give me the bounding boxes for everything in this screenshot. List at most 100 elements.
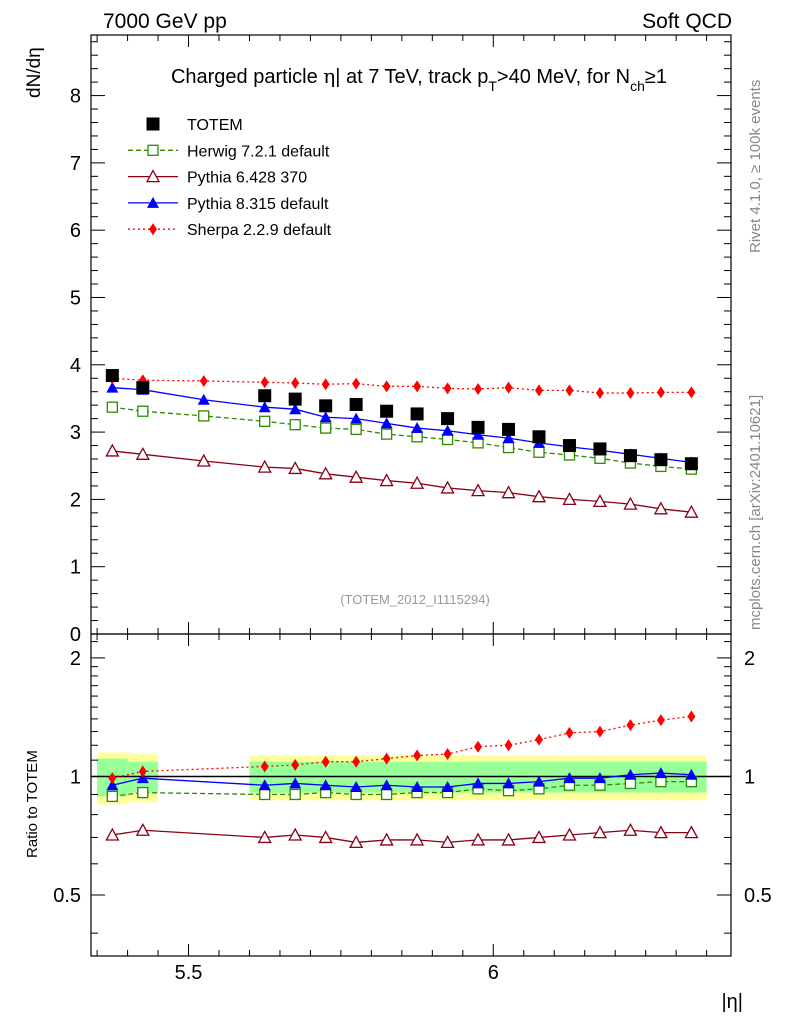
main-point-pythia-6-428-370: [257, 459, 272, 473]
mcplots-label: mcplots.cern.ch [arXiv:2401.10621]: [747, 395, 764, 630]
y-tick-label-main: 0: [70, 624, 81, 646]
ratio-point-pythia-8-315-default: [563, 772, 576, 784]
y-tick-label-ratio: 1: [70, 766, 81, 788]
y-axis-label-main: dN/dη: [24, 47, 45, 98]
ratio-point-herwig-7-2-1-default: [137, 786, 149, 799]
main-point-pythia-6-428-370: [349, 469, 364, 483]
main-point-sherpa-2-2-9-default: [382, 380, 391, 393]
ratio-point-pythia-8-315-default: [258, 779, 271, 791]
ratio-point-pythia-8-315-default: [411, 781, 424, 793]
ratio-point-pythia-8-315-default: [106, 779, 119, 791]
y-tick-label-main: 8: [70, 86, 81, 108]
main-point-totem: [380, 404, 394, 418]
ratio-point-herwig-7-2-1-default: [655, 776, 667, 788]
main-point-totem: [471, 420, 485, 434]
main-point-totem: [319, 399, 333, 413]
main-point-totem: [654, 453, 668, 467]
ratio-point-pythia-6-428-370: [318, 830, 333, 844]
main-point-totem: [562, 439, 576, 453]
main-point-totem: [623, 449, 637, 463]
ratio-point-pythia-8-315-default: [593, 772, 606, 784]
ratio-point-sherpa-2-2-9-default: [413, 749, 422, 762]
ratio-point-sherpa-2-2-9-default: [352, 755, 361, 768]
ratio-point-pythia-6-428-370: [135, 822, 150, 836]
main-point-sherpa-2-2-9-default: [565, 384, 574, 397]
ratio-point-pythia-6-428-370: [653, 825, 668, 839]
ratio-point-herwig-7-2-1-default: [259, 788, 271, 801]
main-point-herwig-7-2-1-default: [320, 422, 332, 434]
main-point-pythia-6-428-370: [531, 489, 547, 503]
ratio-point-pythia-8-315-default: [350, 781, 363, 793]
main-point-totem: [502, 422, 516, 436]
ratio-point-pythia-8-315-default: [136, 772, 149, 784]
ratio-point-herwig-7-2-1-default: [624, 777, 637, 790]
ratio-point-herwig-7-2-1-default: [289, 788, 301, 801]
main-line-sherpa-2-2-9-default: [112, 377, 692, 394]
main-point-sherpa-2-2-9-default: [291, 376, 300, 389]
ratio-point-sherpa-2-2-9-default: [474, 740, 483, 753]
main-point-pythia-8-315-default: [258, 401, 271, 413]
main-point-herwig-7-2-1-default: [137, 405, 149, 417]
ratio-point-pythia-6-428-370: [257, 830, 272, 844]
legend: TOTEM Herwig 7.2.1 default Pythia 6.428 37…: [128, 117, 332, 239]
main-point-pythia-8-315-default: [197, 393, 210, 405]
axes: 5.5 6 0 1 2 3 4 5 6 7 8 0.5 0.5 1 1 2 2: [53, 34, 772, 984]
ratio-point-sherpa-2-2-9-default: [565, 726, 574, 739]
main-point-sherpa-2-2-9-default: [321, 378, 330, 391]
y-tick-label-ratio: 0.5: [53, 885, 81, 907]
main-line-pythia-6-428-370: [112, 450, 692, 513]
main-point-herwig-7-2-1-default: [350, 423, 362, 436]
main-point-totem: [684, 457, 698, 471]
main-point-sherpa-2-2-9-default: [595, 387, 604, 400]
ratio-point-sherpa-2-2-9-default: [687, 710, 696, 723]
y-tick-label-main: 4: [70, 355, 81, 377]
ratio-point-sherpa-2-2-9-default: [382, 752, 391, 765]
ratio-plot-series: [105, 710, 699, 849]
main-point-herwig-7-2-1-default: [259, 415, 271, 427]
legend-marker: [146, 117, 160, 131]
y-tick-label-main: 6: [70, 220, 81, 242]
main-point-sherpa-2-2-9-default: [352, 377, 361, 390]
main-plot-series: [105, 369, 699, 518]
ratio-point-pythia-6-428-370: [410, 832, 425, 846]
main-point-pythia-6-428-370: [440, 480, 455, 494]
legend-label: Herwig 7.2.1 default: [187, 143, 330, 160]
main-line-herwig-7-2-1-default: [112, 406, 692, 470]
analysis-annotation: (TOTEM_2012_I1115294): [340, 592, 490, 607]
legend-marker: [147, 144, 159, 156]
main-point-pythia-6-428-370: [684, 504, 699, 518]
main-point-herwig-7-2-1-default: [106, 401, 118, 413]
rivet-label: Rivet 4.1.0, ≥ 100k events: [747, 80, 764, 253]
y-axis-label-ratio: Ratio to TOTEM: [24, 750, 41, 858]
main-point-sherpa-2-2-9-default: [260, 376, 269, 389]
main-point-sherpa-2-2-9-default: [504, 381, 513, 394]
main-point-pythia-6-428-370: [501, 485, 516, 499]
chart-title: Charged particle η| at 7 TeV, track pT>4…: [171, 64, 667, 94]
main-point-herwig-7-2-1-default: [380, 428, 393, 440]
main-point-sherpa-2-2-9-default: [687, 386, 696, 399]
y-tick-label-main: 3: [70, 422, 81, 444]
main-point-herwig-7-2-1-default: [441, 433, 454, 446]
ratio-point-sherpa-2-2-9-default: [321, 755, 330, 768]
ratio-point-pythia-8-315-default: [441, 781, 454, 793]
main-point-sherpa-2-2-9-default: [535, 384, 543, 397]
main-point-pythia-8-315-default: [380, 417, 393, 429]
main-point-herwig-7-2-1-default: [533, 446, 545, 458]
y-tick-label-ratio: 2: [70, 648, 81, 670]
main-point-sherpa-2-2-9-default: [474, 383, 483, 396]
main-point-herwig-7-2-1-default: [198, 410, 210, 422]
main-point-totem: [105, 369, 119, 383]
x-tick-label: 5.5: [175, 962, 203, 984]
main-point-pythia-8-315-default: [502, 432, 515, 444]
main-point-pythia-6-428-370: [135, 446, 150, 460]
main-point-pythia-8-315-default: [411, 422, 424, 434]
ratio-point-pythia-6-428-370: [288, 827, 303, 841]
header-right: Soft QCD: [642, 10, 732, 33]
ratio-point-sherpa-2-2-9-default: [291, 758, 300, 771]
y-tick-label-ratio-right: 1: [744, 766, 755, 788]
ratio-point-sherpa-2-2-9-default: [504, 739, 513, 752]
main-point-sherpa-2-2-9-default: [443, 382, 452, 395]
main-point-pythia-8-315-default: [350, 412, 363, 424]
main-point-pythia-6-428-370: [653, 501, 668, 515]
